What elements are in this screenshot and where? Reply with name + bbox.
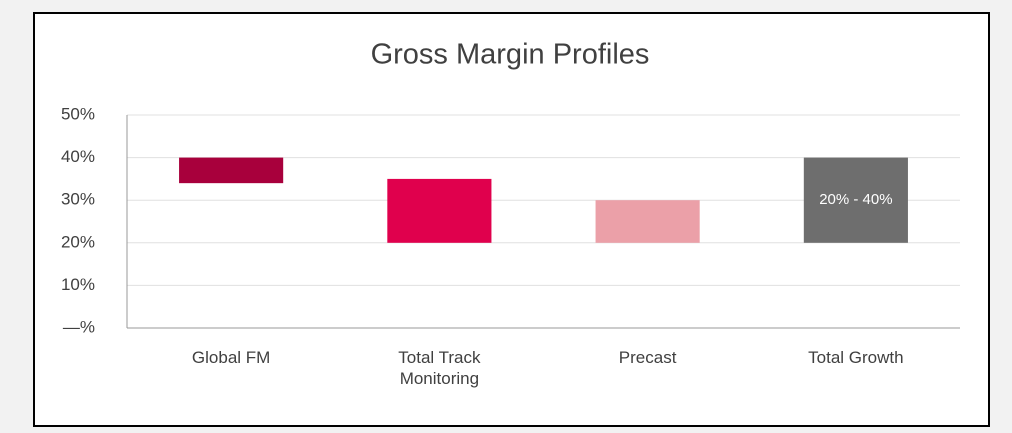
y-tick-label: 20%: [61, 232, 95, 251]
y-tick-label: 50%: [61, 104, 95, 123]
x-tick-label: Total Track Monitoring: [398, 348, 481, 388]
x-tick-label: Total Growth: [808, 348, 904, 367]
y-tick-label: —%: [63, 317, 95, 336]
x-tick-label: Precast: [618, 348, 677, 367]
y-tick-label: 30%: [61, 190, 95, 209]
bar: [179, 157, 284, 184]
y-tick-label: 40%: [61, 147, 95, 166]
chart-title: Gross Margin Profiles: [371, 39, 650, 71]
bar: [803, 157, 908, 243]
x-tick-label: Global FM: [191, 348, 271, 367]
bar: [387, 178, 492, 243]
bar: [595, 200, 700, 243]
data-label: 20% - 40%: [819, 191, 892, 208]
y-tick-label: 10%: [61, 275, 95, 294]
